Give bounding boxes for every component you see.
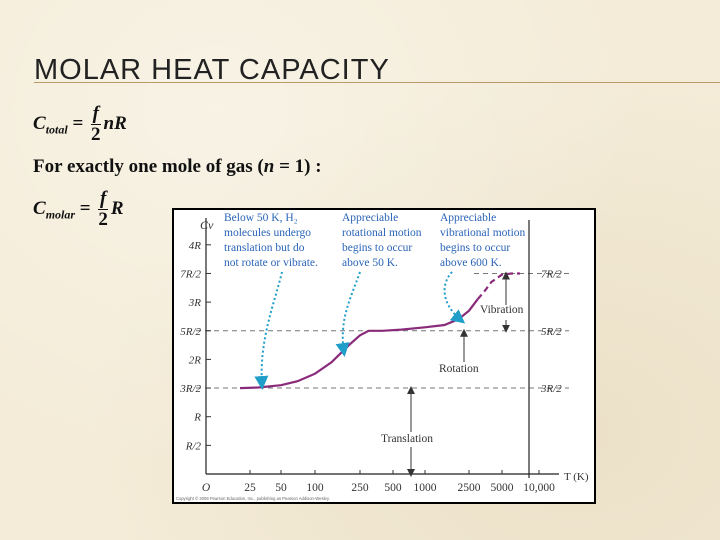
y-axis-label: Cv [200,218,214,232]
eq1-denominator: 2 [91,124,101,145]
annotation-below50-line-1: molecules undergo [224,227,311,239]
annotation-below50-line-3: not rotate or vibrate. [224,257,318,269]
label-vibration: Vibration [480,304,524,316]
annotation-rotational-line-3: above 50 K. [342,257,398,269]
eq3-numerator: f [99,188,107,209]
line2-post: = 1) : [274,156,322,177]
copyright-note: Copyright © 2008 Pearson Education, Inc.… [176,496,330,501]
label-rotation: Rotation [439,363,479,375]
annotation-arrow-2 [443,271,466,324]
label-translation: Translation [381,433,433,445]
y-tick-label-2: 3R [188,297,202,309]
y-tick-label-0: 4R [189,240,202,252]
y-right-tick-label-2: 3R/2 [540,383,562,395]
one-mole-statement: For exactly one mole of gas (n = 1) : [33,156,322,178]
y-tick-label-5: 3R/2 [179,383,201,395]
eq3-lhs: C [33,197,46,219]
annotation-arrow-0 [254,271,283,390]
y-tick-label-6: R [193,412,201,424]
x-tick-label-2: 50 [275,482,287,494]
chart-background [174,210,594,502]
eq3-denominator: 2 [98,209,108,230]
annotation-vibrational-line-2: begins to occur [440,242,510,254]
y-tick-label-1: 7R/2 [180,268,201,280]
x-tick-label-3: 100 [306,482,324,494]
x-tick-label-4: 250 [351,482,369,494]
annotation-rotational-line-1: rotational motion [342,227,422,239]
y-tick-label-7: R/2 [185,440,202,452]
eq1-lhs: C [33,112,46,134]
eq3-equals: = [75,197,96,219]
x-tick-label-1: 25 [244,482,256,494]
annotation-below50-line-0: Below 50 K, H₂ [224,212,298,224]
x-tick-label-0: O [202,482,211,494]
y-tick-label-4: 2R [189,354,202,366]
x-tick-label-7: 2500 [458,482,481,494]
annotation-below50-line-2: translation but do [224,242,305,254]
annotation-rotational-line-0: Appreciable [342,212,398,224]
annotation-vibrational-line-0: Appreciable [440,212,496,224]
line2-var: n [263,156,275,177]
eq3-rhs: R [110,197,124,219]
eq1-rhs: nR [103,112,127,134]
annotation-vibrational-line-3: above 600 K. [440,257,502,269]
x-tick-label-8: 5000 [491,482,514,494]
title-underline [34,82,720,83]
x-axis-label: T (K) [564,471,589,483]
slide-title: MOLAR HEAT CAPACITY [34,54,390,86]
x-tick-label-9: 10,000 [523,482,555,494]
y-right-tick-label-1: 5R/2 [541,326,562,338]
equation-c-total: Ctotal = f 2 nR [33,104,127,145]
annotation-arrow-1 [335,271,361,357]
annotation-rotational-line-2: begins to occur [342,242,412,254]
annotation-vibrational-line-1: vibrational motion [440,227,526,239]
x-tick-label-5: 500 [384,482,402,494]
y-tick-label-3: 5R/2 [180,326,201,338]
line2-pre: For exactly one mole of gas ( [33,156,264,177]
heat-capacity-figure: Cv T (K) 4R 7R/2 3R 5R/2 2R 3R/2 R R/2 7R/2 5R/2 3R/… [172,208,596,504]
eq3-subscript: molar [45,207,76,222]
heat-capacity-chart: Cv T (K) 4R 7R/2 3R 5R/2 2R 3R/2 R R/2 7R/2 5R/2 3R/… [174,210,594,502]
eq1-subscript: total [45,122,68,137]
eq1-numerator: f [92,103,99,124]
eq1-equals: = [67,112,89,134]
y-right-tick-label-0: 7R/2 [541,268,562,280]
x-tick-label-6: 1000 [414,482,437,494]
